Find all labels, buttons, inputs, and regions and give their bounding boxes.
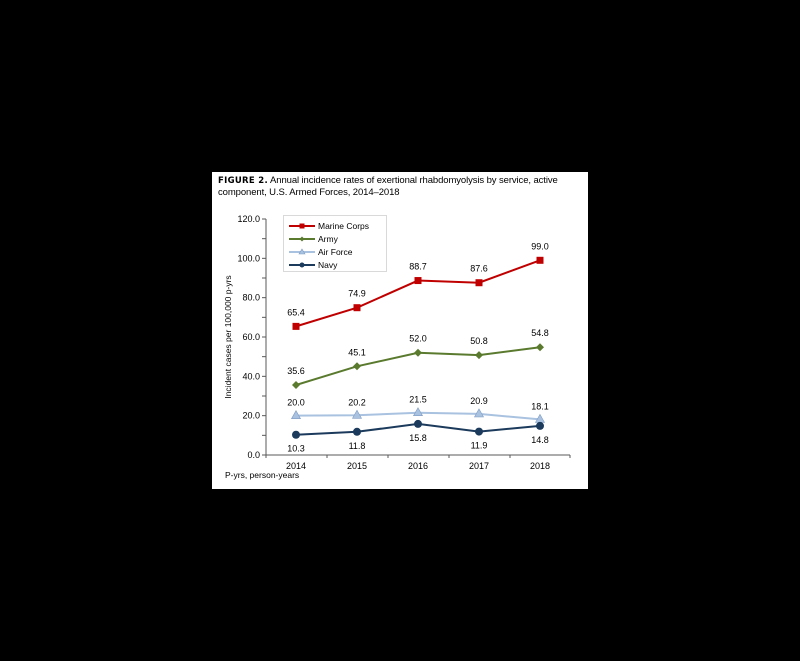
data-label: 65.4	[287, 307, 305, 317]
data-label: 99.0	[531, 241, 549, 251]
data-point-marker	[536, 421, 544, 430]
legend-label: Army	[318, 234, 339, 244]
data-label: 10.3	[287, 444, 305, 454]
y-tick-label: 60.0	[242, 332, 260, 342]
x-tick-label: 2018	[530, 461, 550, 471]
footnote: P-yrs, person-years	[225, 470, 300, 480]
data-point-marker	[353, 427, 361, 436]
legend-marker-icon	[299, 223, 305, 229]
legend-label: Air Force	[318, 247, 353, 257]
y-tick-label: 40.0	[242, 371, 260, 381]
data-label: 11.9	[471, 441, 488, 451]
data-point-marker	[414, 277, 422, 285]
data-point-marker	[353, 362, 361, 371]
x-tick-label: 2016	[408, 461, 428, 471]
legend-marker-icon	[299, 236, 305, 242]
legend-label: Navy	[318, 260, 338, 270]
x-tick-label: 2017	[469, 461, 489, 471]
figure-label: FIGURE 2.	[218, 176, 269, 186]
legend-marker-icon	[298, 248, 306, 255]
data-label: 74.9	[348, 289, 366, 299]
data-label: 54.8	[531, 328, 549, 338]
data-label: 21.5	[409, 395, 427, 405]
legend-label: Marine Corps	[318, 221, 369, 231]
legend-marker-icon	[299, 262, 305, 268]
y-tick-label: 20.0	[242, 411, 260, 421]
data-point-marker	[473, 408, 485, 418]
data-point-marker	[536, 343, 544, 352]
data-point-marker	[353, 304, 361, 312]
figure-caption: FIGURE 2. Annual incidence rates of exer…	[218, 175, 584, 199]
data-point-marker	[412, 407, 424, 417]
data-point-marker	[475, 279, 483, 287]
y-tick-label: 100.0	[237, 253, 260, 263]
data-label: 52.0	[409, 334, 427, 344]
data-point-marker	[292, 380, 300, 389]
y-tick-label: 80.0	[242, 293, 260, 303]
data-label: 20.9	[470, 396, 488, 406]
data-point-marker	[290, 410, 302, 419]
data-label: 87.6	[470, 264, 488, 274]
data-label: 88.7	[409, 262, 427, 272]
x-tick-label: 2014	[286, 461, 306, 471]
data-point-marker	[414, 419, 422, 428]
data-label: 11.8	[349, 441, 366, 451]
figure-caption-text: Annual incidence rates of exertional rha…	[218, 175, 558, 198]
data-point-marker	[351, 409, 363, 419]
figure-panel	[212, 172, 588, 489]
data-label: 18.1	[531, 401, 549, 411]
y-tick-label: 120.0	[237, 214, 260, 224]
y-tick-label: 0.0	[247, 450, 260, 460]
data-label: 35.6	[287, 366, 305, 376]
data-point-marker	[292, 322, 300, 330]
y-axis-label: Incident cases per 100,000 p-yrs	[223, 275, 233, 398]
data-label: 20.2	[348, 397, 366, 407]
data-label: 50.8	[470, 336, 488, 346]
data-point-marker	[414, 348, 422, 357]
data-point-marker	[536, 256, 544, 264]
x-tick-label: 2015	[347, 461, 367, 471]
data-label: 45.1	[348, 347, 366, 357]
data-label: 14.8	[531, 435, 549, 445]
data-point-marker	[292, 430, 300, 439]
data-point-marker	[475, 351, 483, 360]
data-point-marker	[475, 427, 483, 436]
data-label: 15.8	[409, 433, 427, 443]
data-label: 20.0	[287, 398, 305, 408]
